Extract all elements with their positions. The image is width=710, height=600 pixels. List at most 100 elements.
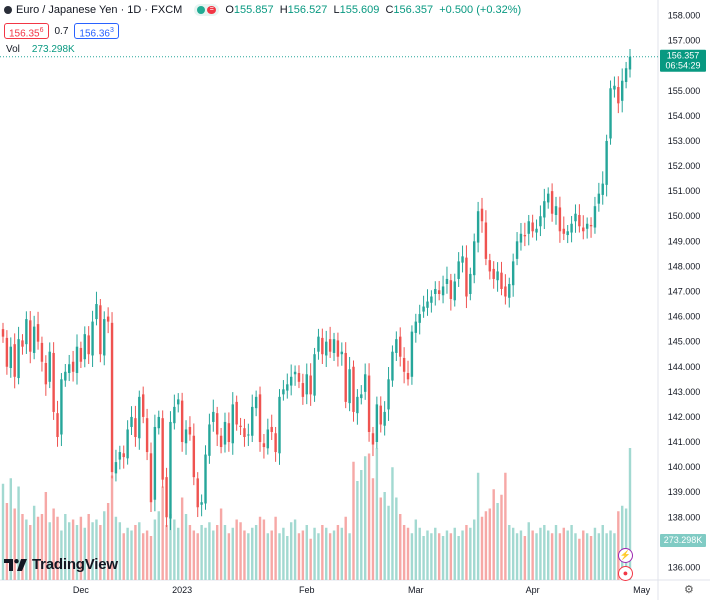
volume-bar: [348, 533, 351, 580]
y-tick-label: 138.000: [668, 512, 701, 522]
y-tick-label: 141.000: [668, 437, 701, 447]
record-icon[interactable]: ●: [618, 566, 633, 581]
lightning-icon[interactable]: ⚡: [618, 548, 633, 563]
candle-body: [383, 411, 386, 426]
candle-body: [360, 394, 363, 399]
candle-body: [208, 424, 211, 456]
volume-legend-value: 273.298K: [31, 44, 75, 55]
candle-body: [71, 361, 75, 372]
candle: [258, 386, 262, 452]
candle-body: [325, 341, 328, 356]
y-tick-label: 148.000: [668, 261, 701, 271]
volume-bar: [469, 527, 472, 580]
sell-button[interactable]: 156.356: [4, 23, 49, 39]
volume-bar: [332, 530, 336, 580]
candle-body: [270, 426, 273, 432]
candle: [321, 328, 324, 364]
candle: [145, 408, 149, 461]
volume-bar: [628, 448, 632, 580]
candle: [274, 426, 277, 462]
candle-body: [531, 222, 534, 232]
volume-bar: [570, 525, 573, 580]
volume-bar: [17, 486, 20, 580]
candle-body: [465, 257, 468, 297]
candle: [29, 311, 32, 364]
last-price-box: [660, 49, 706, 72]
volume-bar: [79, 516, 83, 580]
candle-body: [371, 433, 375, 445]
volume-bar: [554, 525, 558, 580]
tradingview-logo[interactable]: TradingView: [4, 556, 118, 573]
candle-body: [247, 434, 250, 436]
candle-body: [422, 306, 425, 312]
volume-bar: [317, 533, 320, 580]
candle: [488, 253, 492, 280]
candle: [609, 80, 612, 145]
candle: [149, 442, 153, 513]
candle: [473, 233, 476, 284]
volume-bar: [165, 525, 168, 580]
candle-body: [613, 85, 616, 90]
candle: [360, 385, 363, 405]
market-status-pill[interactable]: =: [194, 4, 220, 16]
candle: [379, 396, 382, 433]
candle: [60, 373, 63, 447]
volume-bar: [95, 519, 98, 580]
volume-bar: [145, 530, 149, 580]
candle: [395, 331, 398, 361]
candle-body: [25, 319, 28, 345]
candle: [531, 214, 534, 238]
candle: [130, 406, 133, 435]
symbol-title[interactable]: Euro / Japanese Yen · 1D · FXCM: [16, 4, 183, 16]
buy-button[interactable]: 156.363: [74, 23, 119, 39]
y-tick-label: 153.000: [668, 136, 701, 146]
volume-bar: [562, 527, 566, 580]
volume-bar: [204, 527, 207, 580]
volume-bar: [9, 478, 12, 580]
candle: [173, 394, 176, 430]
volume-bar: [266, 533, 270, 580]
volume-bar: [114, 516, 118, 580]
volume-label[interactable]: Vol: [6, 44, 20, 55]
candle: [578, 204, 581, 233]
candle-body: [173, 406, 176, 424]
volume-bar: [496, 503, 499, 580]
candle-body: [106, 316, 110, 322]
candle: [219, 427, 223, 454]
volume-bar: [21, 514, 24, 580]
candle: [375, 396, 379, 449]
candle: [305, 363, 308, 405]
candle-body: [508, 283, 511, 298]
candle-body: [44, 362, 48, 385]
x-tick-label: Apr: [526, 585, 540, 595]
y-tick-label: 158.000: [668, 11, 701, 21]
candle: [414, 313, 418, 343]
gear-icon[interactable]: ⚙: [684, 584, 694, 596]
volume-bar: [504, 472, 507, 580]
candle: [91, 310, 94, 368]
candle: [628, 48, 632, 78]
candle-body: [188, 426, 192, 435]
candle: [570, 215, 573, 243]
candle: [134, 405, 137, 447]
candle: [480, 197, 484, 233]
candle-body: [437, 290, 441, 294]
volume-bar: [157, 511, 160, 580]
candle-body: [149, 453, 153, 503]
volume-bar: [126, 527, 129, 580]
volume-bar: [336, 525, 340, 580]
y-tick-label: 157.000: [668, 36, 701, 46]
candle-body: [515, 241, 519, 259]
candle: [192, 423, 196, 486]
volume-bar: [360, 470, 363, 580]
candle: [235, 395, 238, 431]
candle: [352, 360, 355, 422]
candle-body: [103, 319, 106, 356]
candle: [99, 299, 102, 363]
candle-body: [601, 183, 604, 195]
candle: [511, 253, 515, 297]
candle: [313, 347, 316, 402]
candle: [367, 363, 371, 442]
y-tick-label: 146.000: [668, 312, 701, 322]
